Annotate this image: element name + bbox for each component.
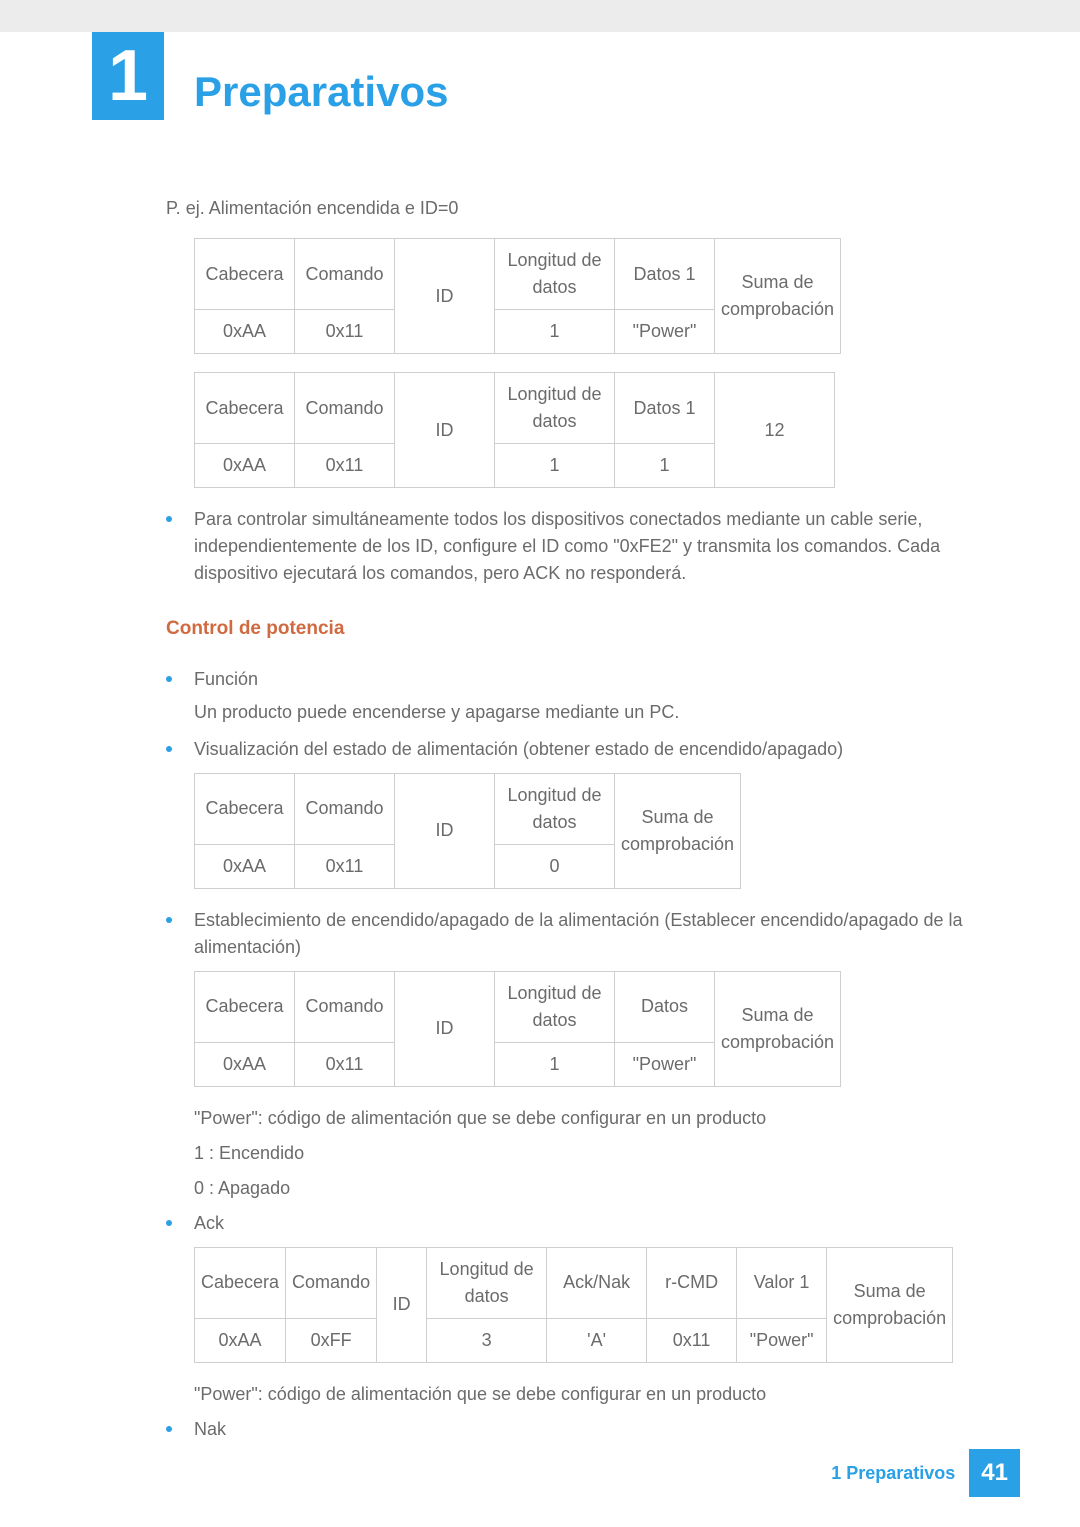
table-header: r-CMD [647,1247,737,1318]
table-header: Cabecera [195,773,295,844]
bullet-funcion: Función Un producto puede encenderse y a… [166,666,988,726]
table-header: Cabecera [195,373,295,444]
table-header: Suma de comprobación [715,971,841,1086]
table-header: Comando [295,773,395,844]
table-header: Datos [615,971,715,1042]
chapter-title: Preparativos [194,60,448,123]
table-cell: 1 [615,444,715,488]
bullet-visualizacion: Visualización del estado de alimentación… [166,736,988,763]
table-cell: 1 [495,444,615,488]
bullet-establecimiento: Establecimiento de encendido/apagado de … [166,907,988,961]
table-cell: 0x11 [295,844,395,888]
table-header: Longitud de datos [495,773,615,844]
note-on: 1 : Encendido [194,1140,988,1167]
page-content: P. ej. Alimentación encendida e ID=0 Cab… [0,195,1080,1443]
table-header: ID [395,971,495,1086]
table-header: ID [395,239,495,354]
note-off: 0 : Apagado [194,1175,988,1202]
bullet-serial-control: Para controlar simultáneamente todos los… [166,506,988,587]
table-cell: 1 [495,310,615,354]
table-cell: 0x11 [647,1318,737,1362]
table-cell: 0 [495,844,615,888]
table-power-status: Cabecera Comando ID Longitud de datos Su… [194,773,741,889]
table-cell: 3 [427,1318,547,1362]
table-header: Comando [295,373,395,444]
table-header: Suma de comprobación [715,239,841,354]
bullet-nak: Nak [166,1416,988,1443]
bullet-text: Para controlar simultáneamente todos los… [194,506,988,587]
table-header: Longitud de datos [427,1247,547,1318]
top-bar [0,0,1080,32]
table-header: Comando [295,239,395,310]
table-header: ID [395,773,495,888]
table-cell: 'A' [547,1318,647,1362]
table-header: Datos 1 [615,373,715,444]
table-cell: 0xFF [286,1318,377,1362]
table-header: Suma de comprobación [615,773,741,888]
table-cell: 0xAA [195,444,295,488]
table-cell: 0xAA [195,1042,295,1086]
table-header: Suma de comprobación [827,1247,953,1362]
table-cell: 0x11 [295,1042,395,1086]
chapter-number-box: 1 [92,32,164,120]
table-power-set: Cabecera Comando ID Longitud de datos Da… [194,971,841,1087]
table-header: Cabecera [195,971,295,1042]
note-power-code: "Power": código de alimentación que se d… [194,1105,988,1132]
chapter-number: 1 [108,22,148,130]
table-example-1: Cabecera Comando ID Longitud de datos Da… [194,238,841,354]
table-cell: 0xAA [195,1318,286,1362]
table-cell: 0xAA [195,310,295,354]
page-footer: 1 Preparativos 41 [817,1449,1020,1497]
table-cell: "Power" [615,310,715,354]
table-cell: "Power" [737,1318,827,1362]
table-header: Ack/Nak [547,1247,647,1318]
table-example-2: Cabecera Comando ID Longitud de datos Da… [194,372,835,488]
table-cell: "Power" [615,1042,715,1086]
bullet-text: Ack [194,1210,988,1237]
table-header: ID [377,1247,427,1362]
intro-line: P. ej. Alimentación encendida e ID=0 [166,195,988,222]
bullet-subtext: Un producto puede encenderse y apagarse … [194,699,988,726]
table-ack: Cabecera Comando ID Longitud de datos Ac… [194,1247,953,1363]
table-cell: 0x11 [295,444,395,488]
note-power-code-2: "Power": código de alimentación que se d… [194,1381,988,1408]
bullet-ack: Ack [166,1210,988,1237]
table-header: Comando [295,971,395,1042]
table-cell: 1 [495,1042,615,1086]
bullet-text: Nak [194,1416,988,1443]
table-header: Datos 1 [615,239,715,310]
bullet-text: Establecimiento de encendido/apagado de … [194,907,988,961]
table-header: ID [395,373,495,488]
table-header: Comando [286,1247,377,1318]
table-header: Longitud de datos [495,239,615,310]
chapter-header: 1 Preparativos [0,32,1080,123]
footer-page-number: 41 [969,1449,1020,1497]
section-title-power: Control de potencia [166,615,988,644]
table-header: Cabecera [195,239,295,310]
table-cell: 0xAA [195,844,295,888]
bullet-text: Visualización del estado de alimentación… [194,736,988,763]
table-header: Cabecera [195,1247,286,1318]
table-cell: 0x11 [295,310,395,354]
table-header: Longitud de datos [495,971,615,1042]
bullet-text: Función [194,666,988,693]
footer-section-label: 1 Preparativos [817,1449,969,1497]
table-header: 12 [715,373,835,488]
table-header: Longitud de datos [495,373,615,444]
table-header: Valor 1 [737,1247,827,1318]
